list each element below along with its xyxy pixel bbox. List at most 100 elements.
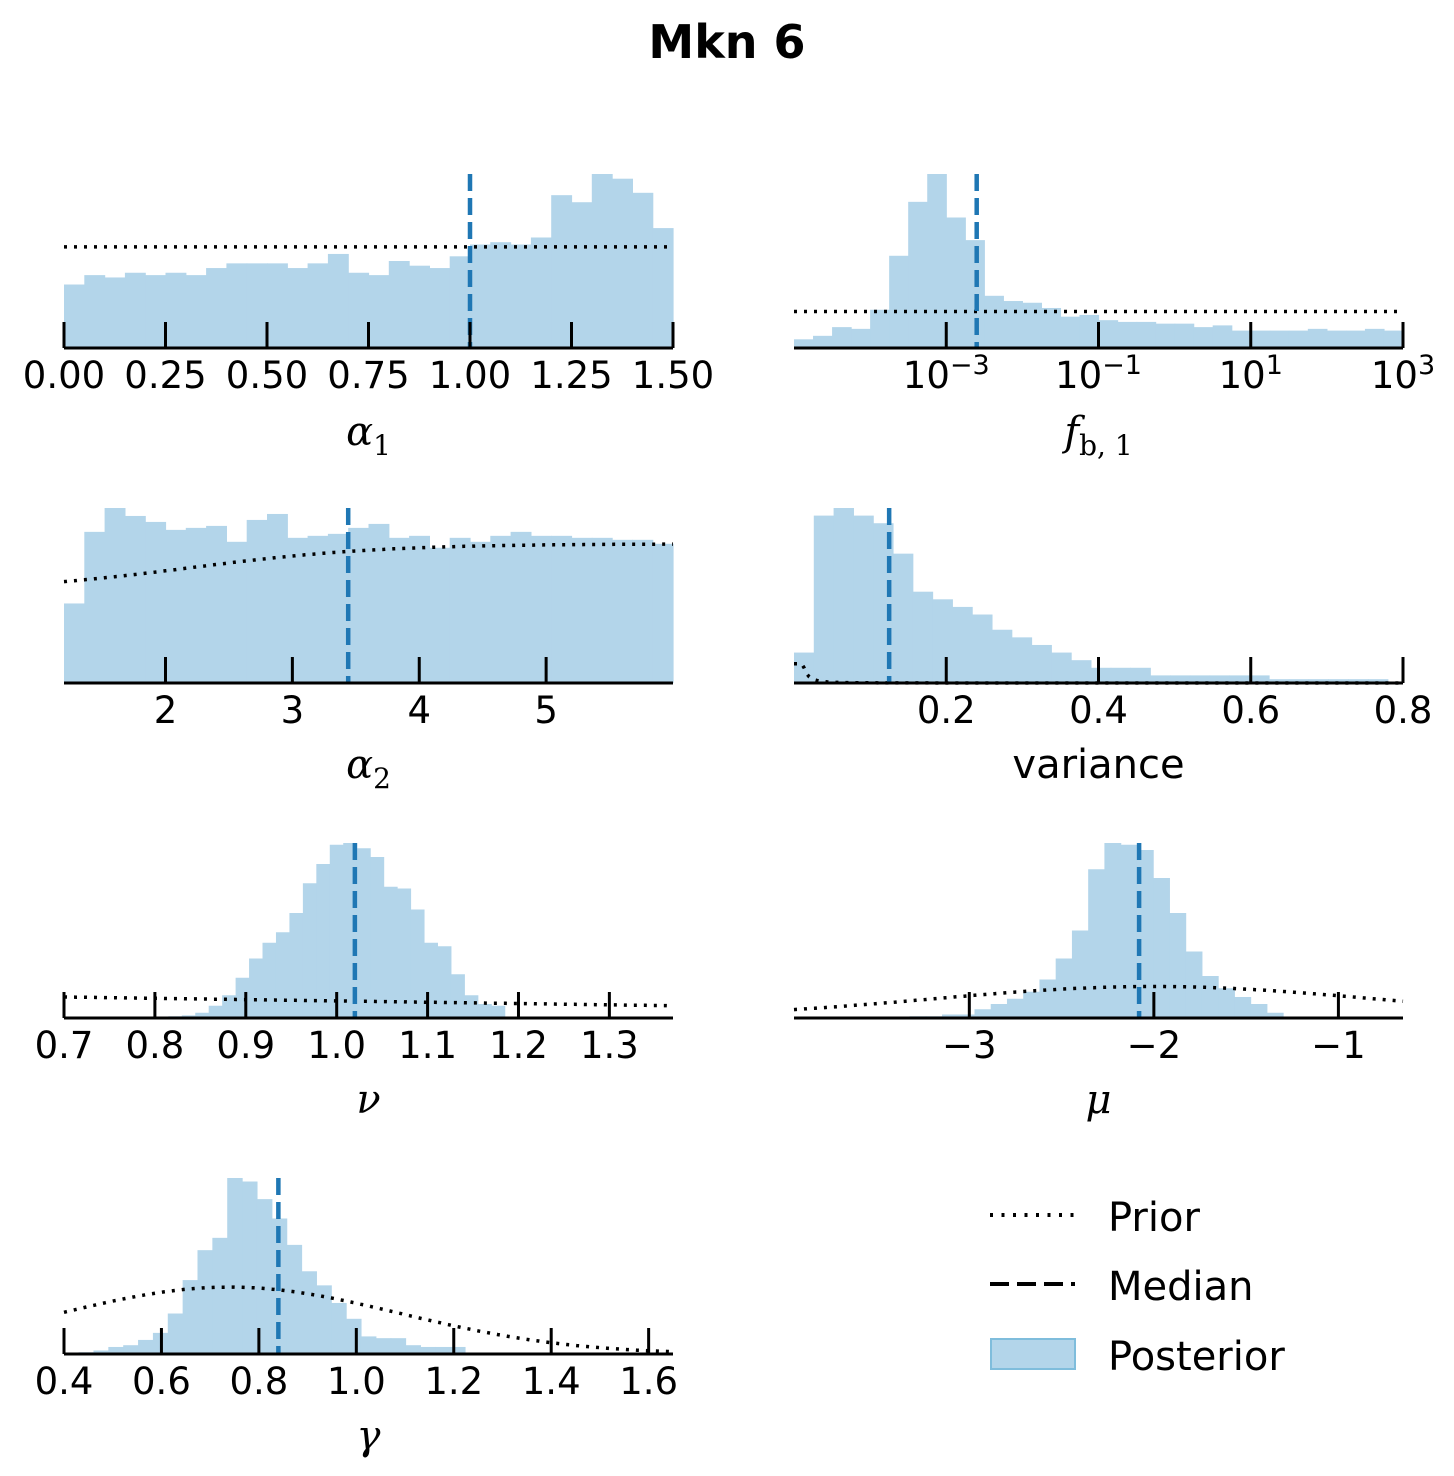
posterior-bar: [450, 974, 465, 1018]
posterior-bar: [64, 603, 85, 683]
posterior-bar: [1051, 652, 1072, 683]
legend-prior-label: Prior: [1108, 1195, 1200, 1241]
posterior-bar: [1155, 323, 1176, 348]
posterior-bar: [1170, 675, 1191, 683]
posterior-bar: [942, 1014, 959, 1018]
posterior-bar: [287, 537, 309, 683]
x-tick-label: 0.75: [327, 354, 409, 397]
posterior-bar: [1098, 320, 1119, 348]
posterior-bar: [1169, 913, 1187, 1018]
posterior-bar: [551, 195, 573, 348]
x-axis-label: α1: [346, 409, 391, 462]
posterior-bar: [974, 1009, 992, 1018]
posterior-bar: [93, 1350, 109, 1354]
posterior-bar: [246, 519, 268, 683]
posterior-bar: [346, 1318, 362, 1354]
posterior-bar: [145, 275, 167, 348]
prior-curve: [63, 542, 673, 584]
posterior-bar: [1079, 314, 1100, 348]
x-axis-label: variance: [1012, 742, 1184, 788]
posterior-bar: [1250, 330, 1271, 348]
x-tick-label: 0.4: [1069, 689, 1128, 732]
posterior-bar: [892, 553, 914, 683]
posterior-bars: [154, 843, 506, 1018]
x-tick-label: 1.3: [580, 1024, 639, 1067]
posterior-bar: [185, 275, 207, 348]
x-axis-label: α2: [346, 742, 391, 795]
posterior-bar: [1023, 991, 1041, 1018]
posterior-bar: [1153, 878, 1170, 1018]
posterior-bar: [1269, 679, 1290, 683]
posterior-bar: [450, 1346, 466, 1354]
posterior-bar: [242, 1181, 258, 1354]
x-tick-label: 2: [154, 689, 178, 732]
posterior-bar: [1060, 316, 1081, 348]
posterior-bar: [368, 275, 390, 348]
posterior-bar: [316, 864, 331, 1018]
posterior-bar: [197, 1250, 213, 1354]
posterior-bar: [1185, 951, 1203, 1018]
legend: Prior Median Posterior: [990, 1195, 1285, 1380]
posterior-bar: [1136, 321, 1157, 348]
x-tick-label: 4: [407, 689, 431, 732]
posterior-bar: [420, 1346, 436, 1354]
posterior-bars: [877, 843, 1284, 1018]
x-tick-label: −2: [1127, 1024, 1182, 1067]
x-tick-label: 101: [1219, 350, 1283, 397]
posterior-bar: [227, 1178, 243, 1354]
posterior-bar: [195, 1012, 210, 1018]
posterior-bar: [470, 244, 491, 348]
posterior-bar: [908, 201, 928, 348]
posterior-bar: [449, 537, 471, 683]
posterior-bar: [794, 339, 814, 348]
posterior-bar: [1249, 675, 1270, 683]
x-tick-label: 10−3: [903, 350, 990, 397]
posterior-bar: [388, 537, 410, 683]
posterior-bar: [84, 531, 106, 683]
posterior-bar: [1383, 330, 1404, 348]
posterior-bar: [301, 1271, 317, 1354]
x-tick-label: 0.8: [1374, 689, 1433, 732]
posterior-bar: [104, 508, 126, 683]
posterior-bar: [1307, 328, 1328, 348]
panel-alpha2: 2 3 4 5 α2: [63, 508, 674, 795]
posterior-bar: [397, 888, 412, 1018]
posterior-bar: [208, 1005, 223, 1018]
posterior-bar: [108, 1346, 124, 1354]
posterior-bar: [246, 263, 268, 348]
posterior-bar: [348, 527, 370, 683]
posterior-bar: [383, 886, 398, 1018]
posterior-bar: [84, 275, 106, 348]
posterior-bar: [1039, 979, 1057, 1018]
x-tick-label: 1.2: [424, 1360, 483, 1403]
posterior-bar: [571, 537, 593, 683]
panel-nu: 0.7 0.8 0.9 1.0 1.1 1.2 1.3 ν: [35, 843, 674, 1123]
posterior-bar: [1328, 679, 1349, 683]
posterior-bar: [1193, 327, 1214, 348]
posterior-bar: [491, 1005, 506, 1018]
posterior-bar: [405, 1345, 421, 1354]
posterior-bar: [832, 327, 852, 348]
posterior-bar: [1234, 997, 1252, 1018]
posterior-bar: [591, 537, 613, 683]
posterior-bar: [1088, 869, 1106, 1018]
posterior-bar: [124, 272, 146, 348]
posterior-bar: [833, 508, 854, 683]
x-tick-label: 0.8: [229, 1360, 288, 1403]
posterior-bar: [429, 268, 451, 348]
posterior-bar: [1104, 843, 1122, 1018]
x-tick-label: 0.7: [35, 1024, 94, 1067]
posterior-bar: [1071, 660, 1092, 683]
x-tick-label: 1.0: [327, 1360, 386, 1403]
x-tick-label: 0.00: [23, 354, 105, 397]
x-tick-label: 1.50: [632, 354, 714, 397]
posterior-bar: [206, 525, 227, 683]
posterior-bar: [275, 932, 291, 1018]
posterior-bar: [409, 535, 430, 683]
x-tick-label: 103: [1371, 350, 1435, 397]
posterior-bar: [302, 883, 317, 1018]
posterior-bar: [551, 535, 573, 683]
posterior-bar: [652, 543, 674, 683]
